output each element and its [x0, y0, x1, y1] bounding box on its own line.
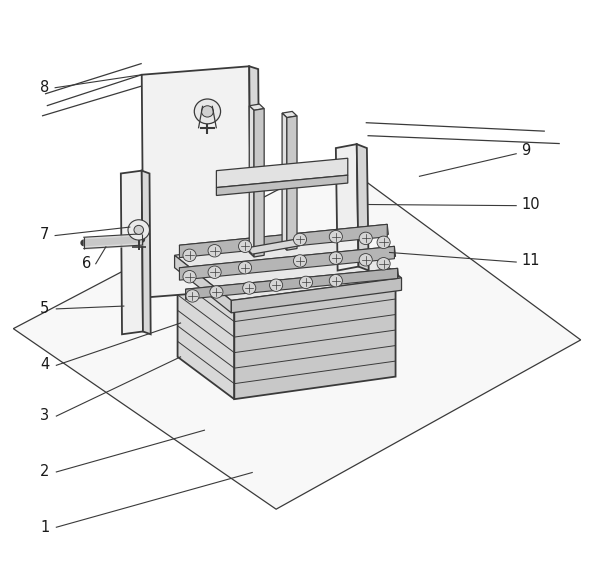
Text: 9: 9	[521, 143, 530, 158]
Circle shape	[329, 230, 343, 243]
Circle shape	[329, 252, 343, 264]
Circle shape	[359, 232, 372, 244]
Text: 5: 5	[40, 301, 49, 316]
Polygon shape	[185, 268, 398, 298]
Polygon shape	[287, 116, 297, 250]
Circle shape	[377, 236, 390, 248]
Polygon shape	[178, 264, 235, 399]
Text: 3: 3	[40, 408, 49, 423]
Polygon shape	[249, 106, 254, 257]
Circle shape	[186, 290, 199, 302]
Polygon shape	[357, 144, 368, 270]
Circle shape	[202, 106, 214, 117]
Polygon shape	[179, 225, 387, 257]
Circle shape	[329, 274, 343, 287]
Circle shape	[238, 240, 251, 252]
Polygon shape	[235, 284, 395, 399]
Circle shape	[269, 279, 283, 291]
Circle shape	[293, 255, 307, 267]
Polygon shape	[246, 239, 300, 254]
Polygon shape	[179, 225, 388, 255]
Polygon shape	[142, 171, 151, 335]
Polygon shape	[13, 159, 581, 509]
Polygon shape	[254, 109, 264, 257]
Polygon shape	[217, 175, 348, 196]
Text: 7: 7	[40, 227, 50, 243]
Polygon shape	[282, 113, 287, 250]
Text: 6: 6	[82, 256, 91, 270]
Circle shape	[299, 276, 313, 289]
Circle shape	[293, 233, 307, 246]
Polygon shape	[249, 66, 260, 292]
Circle shape	[377, 257, 390, 270]
Polygon shape	[249, 104, 264, 111]
Circle shape	[210, 286, 223, 298]
Circle shape	[128, 220, 149, 240]
Polygon shape	[282, 111, 297, 117]
Polygon shape	[179, 246, 395, 278]
Circle shape	[194, 99, 221, 124]
Circle shape	[183, 249, 196, 261]
Circle shape	[208, 266, 221, 278]
Polygon shape	[232, 278, 401, 313]
Polygon shape	[121, 171, 143, 335]
Text: 4: 4	[40, 357, 49, 373]
Circle shape	[359, 253, 372, 266]
Text: 2: 2	[40, 464, 50, 480]
Polygon shape	[142, 66, 251, 298]
Circle shape	[242, 282, 256, 294]
Circle shape	[208, 244, 221, 257]
Text: 10: 10	[521, 197, 539, 212]
Polygon shape	[336, 144, 359, 270]
Polygon shape	[217, 158, 348, 188]
Polygon shape	[179, 246, 394, 280]
Text: 11: 11	[521, 253, 539, 268]
Text: 1: 1	[40, 520, 49, 535]
Circle shape	[238, 261, 251, 274]
Polygon shape	[175, 255, 232, 313]
Polygon shape	[185, 268, 398, 299]
Polygon shape	[178, 241, 395, 306]
Circle shape	[134, 226, 143, 234]
Text: 8: 8	[40, 80, 49, 95]
Circle shape	[183, 270, 196, 283]
Polygon shape	[175, 232, 401, 301]
